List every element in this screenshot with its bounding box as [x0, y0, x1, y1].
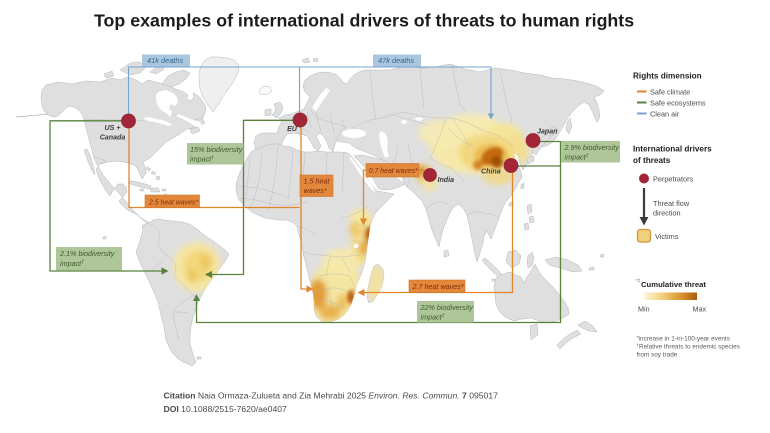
svg-text:Japan: Japan: [537, 128, 558, 136]
svg-text:Min: Min: [638, 305, 650, 314]
svg-text:DOI 10.1088/2515-7620/ae0407: DOI 10.1088/2515-7620/ae0407: [164, 404, 288, 414]
svg-text:2.9% biodiversity: 2.9% biodiversity: [564, 143, 620, 152]
svg-text:Citation Naia Ormaza-Zulueta a: Citation Naia Ormaza-Zulueta and Zia Meh…: [164, 391, 499, 401]
svg-text:Top examples of international: Top examples of international drivers of…: [94, 11, 634, 31]
svg-text:waves*: waves*: [304, 186, 327, 195]
svg-text:India: India: [438, 176, 455, 184]
svg-text:Canada: Canada: [100, 134, 126, 142]
svg-text:15% biodiversity: 15% biodiversity: [190, 145, 243, 154]
svg-text:41k deaths: 41k deaths: [147, 56, 183, 65]
svg-text:Safe ecosystems: Safe ecosystems: [650, 98, 706, 107]
svg-text:*‡: *‡: [636, 278, 641, 283]
svg-text:Rights dimension: Rights dimension: [633, 72, 702, 81]
svg-text:impact†: impact†: [60, 259, 84, 268]
svg-text:US +: US +: [105, 124, 121, 132]
svg-text:22% biodiversity: 22% biodiversity: [420, 303, 474, 312]
svg-text:0.7 heat waves*: 0.7 heat waves*: [369, 168, 418, 175]
svg-text:1.5 heat: 1.5 heat: [304, 177, 331, 186]
svg-text:2.5 heat waves*: 2.5 heat waves*: [148, 199, 198, 206]
svg-text:Max: Max: [693, 305, 707, 314]
svg-text:impact‡: impact‡: [565, 152, 589, 161]
svg-text:47k deaths: 47k deaths: [378, 56, 414, 65]
svg-text:direction: direction: [653, 209, 681, 218]
svg-text:†Relative threats to endemic s: †Relative threats to endemic species: [637, 343, 740, 351]
svg-text:impact‡: impact‡: [421, 312, 445, 321]
svg-text:from soy trade: from soy trade: [637, 352, 678, 359]
svg-text:2.1% biodiversity: 2.1% biodiversity: [59, 249, 115, 258]
svg-text:impact†: impact†: [190, 154, 214, 163]
svg-text:Perpetrators: Perpetrators: [653, 175, 694, 184]
svg-text:Safe climate: Safe climate: [650, 87, 690, 96]
svg-text:*Increase in 1-in-100-year eve: *Increase in 1-in-100-year events: [637, 335, 730, 343]
svg-text:of threats: of threats: [633, 156, 671, 165]
svg-text:2.7 heat waves*: 2.7 heat waves*: [412, 282, 464, 291]
svg-text:International drivers: International drivers: [633, 145, 712, 154]
svg-text:Victims: Victims: [655, 232, 679, 241]
svg-text:Threat flow: Threat flow: [653, 199, 690, 208]
svg-text:China: China: [481, 168, 501, 176]
svg-text:EU: EU: [287, 125, 298, 133]
svg-text:Cumulative threat: Cumulative threat: [641, 280, 706, 289]
svg-text:Clean air: Clean air: [650, 109, 680, 118]
